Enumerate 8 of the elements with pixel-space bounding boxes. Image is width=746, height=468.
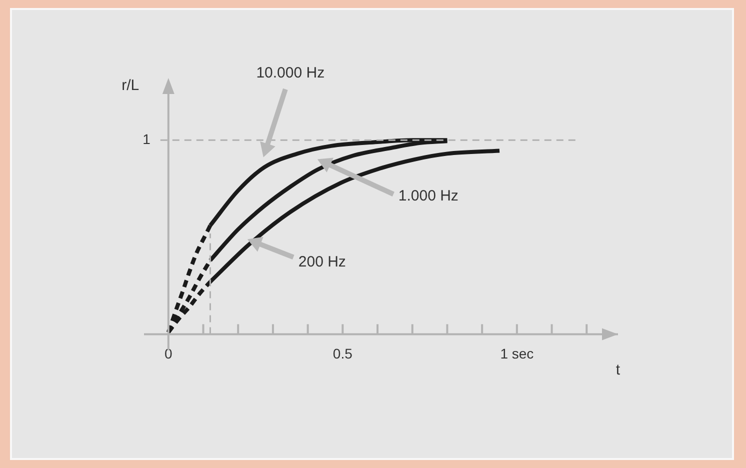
x-tick-label: 0.5 (332, 345, 353, 362)
text: 10.000 Hz (256, 64, 325, 82)
y-axis-title: r/L (122, 77, 140, 94)
ref-line-label: 1 (142, 130, 151, 147)
x-axis-title: t (616, 361, 621, 378)
annotation: 200 Hz (298, 254, 346, 271)
annotation: 1.000 Hz (398, 188, 458, 205)
x-tick-label: 1 sec (500, 345, 534, 362)
